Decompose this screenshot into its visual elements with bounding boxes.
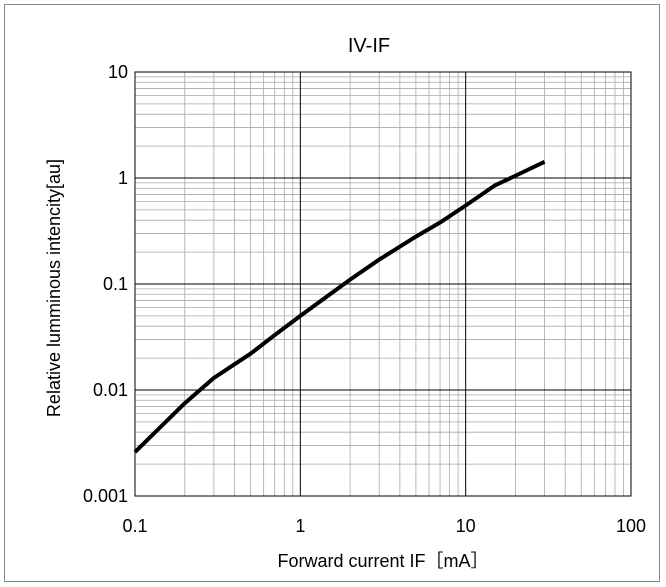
x-tick-label: 0.1 xyxy=(122,516,147,536)
y-tick-label: 0.001 xyxy=(83,486,128,506)
x-axis-title: Forward current IF［mA］ xyxy=(277,551,488,571)
y-tick-label: 10 xyxy=(108,62,128,82)
x-tick-label: 100 xyxy=(616,516,646,536)
y-tick-label: 1 xyxy=(118,168,128,188)
x-tick-label: 1 xyxy=(295,516,305,536)
chart-title: IV-IF xyxy=(348,35,390,57)
y-tick-label: 0.1 xyxy=(103,274,128,294)
y-tick-labels: 10 1 0.1 0.01 0.001 xyxy=(83,62,128,506)
plot-area xyxy=(134,71,632,497)
y-axis-title: Relative lumminous intencity[au] xyxy=(44,159,64,417)
series-line-iv-if xyxy=(133,160,546,454)
y-tick-label: 0.01 xyxy=(93,380,128,400)
x-tick-labels: 0.1 1 10 100 xyxy=(122,516,646,536)
major-grid xyxy=(135,72,631,496)
x-tick-label: 10 xyxy=(456,516,476,536)
